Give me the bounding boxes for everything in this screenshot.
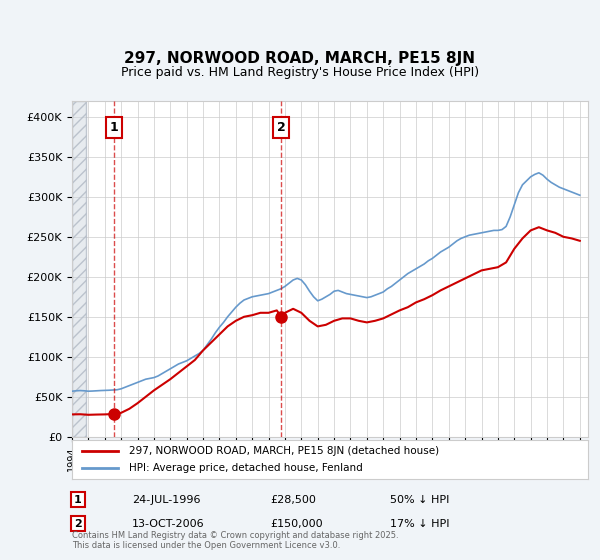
Text: 17% ↓ HPI: 17% ↓ HPI: [390, 519, 449, 529]
Text: 1: 1: [74, 494, 82, 505]
Bar: [72, 101, 86, 437]
Text: 13-OCT-2006: 13-OCT-2006: [132, 519, 205, 529]
Text: 1: 1: [110, 121, 118, 134]
Text: 297, NORWOOD ROAD, MARCH, PE15 8JN (detached house): 297, NORWOOD ROAD, MARCH, PE15 8JN (deta…: [129, 446, 439, 456]
Text: 50% ↓ HPI: 50% ↓ HPI: [390, 494, 449, 505]
Text: HPI: Average price, detached house, Fenland: HPI: Average price, detached house, Fenl…: [129, 463, 362, 473]
Text: 2: 2: [277, 121, 286, 134]
Text: £150,000: £150,000: [270, 519, 323, 529]
Text: £28,500: £28,500: [270, 494, 316, 505]
Text: 2: 2: [74, 519, 82, 529]
Bar: [72, 101, 86, 437]
Text: Price paid vs. HM Land Registry's House Price Index (HPI): Price paid vs. HM Land Registry's House …: [121, 66, 479, 80]
Text: Contains HM Land Registry data © Crown copyright and database right 2025.
This d: Contains HM Land Registry data © Crown c…: [72, 530, 398, 550]
Text: 297, NORWOOD ROAD, MARCH, PE15 8JN: 297, NORWOOD ROAD, MARCH, PE15 8JN: [125, 52, 476, 66]
Text: 24-JUL-1996: 24-JUL-1996: [132, 494, 200, 505]
